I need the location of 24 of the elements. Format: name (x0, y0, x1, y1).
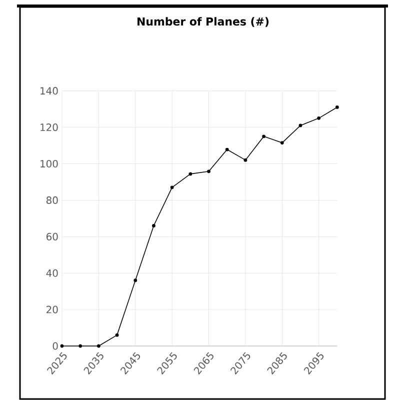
y-tick-label: 40 (46, 269, 58, 277)
point (207, 170, 210, 174)
point (188, 172, 192, 176)
y-tick-label: 140 (40, 87, 58, 95)
y-tick-label: 100 (40, 160, 58, 168)
point (225, 148, 229, 152)
point (115, 333, 119, 337)
chart-title: Number of Planes (#) (138, 17, 269, 27)
y-tick-label: 120 (40, 124, 58, 132)
point (134, 278, 138, 282)
y-tick-label: 20 (46, 306, 58, 314)
point (170, 186, 174, 190)
y-tick-label: 80 (46, 196, 58, 204)
point (262, 134, 266, 138)
y-tick-label: 60 (46, 232, 58, 240)
point (317, 116, 321, 120)
y-tick-label: 0 (52, 342, 58, 350)
point (335, 106, 339, 109)
point (152, 224, 156, 228)
point (280, 141, 284, 144)
point (96, 344, 100, 348)
point (78, 344, 82, 348)
point (244, 158, 248, 162)
point (298, 124, 302, 128)
